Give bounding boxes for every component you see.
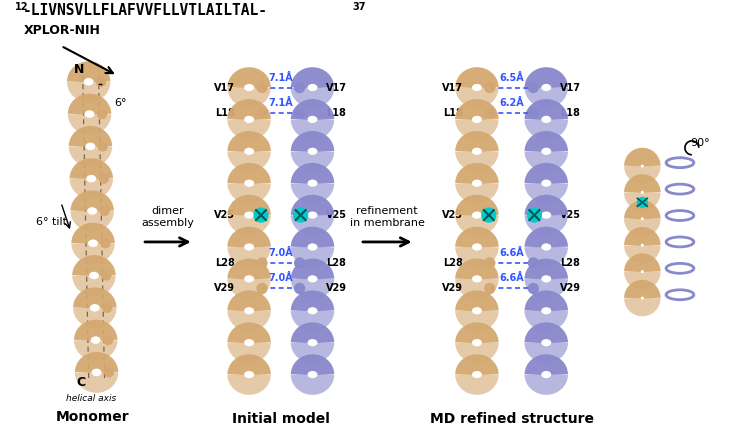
- Text: Initial model: Initial model: [232, 412, 330, 426]
- Circle shape: [529, 258, 538, 268]
- Text: MD refined structure: MD refined structure: [429, 412, 593, 426]
- Text: 12: 12: [15, 2, 29, 12]
- Text: V17: V17: [214, 82, 235, 93]
- Circle shape: [103, 303, 112, 312]
- Circle shape: [482, 208, 496, 222]
- Text: 6°: 6°: [115, 98, 127, 108]
- Circle shape: [295, 258, 304, 268]
- Circle shape: [295, 108, 304, 118]
- Circle shape: [485, 108, 495, 118]
- Circle shape: [254, 208, 268, 222]
- Circle shape: [295, 82, 304, 93]
- Circle shape: [96, 78, 106, 86]
- Text: N: N: [74, 63, 84, 76]
- Text: L28: L28: [326, 258, 346, 268]
- Text: L28: L28: [215, 258, 235, 268]
- Text: 7.1Å: 7.1Å: [269, 73, 293, 82]
- Circle shape: [257, 82, 267, 93]
- Circle shape: [99, 174, 108, 183]
- Circle shape: [485, 258, 495, 268]
- Circle shape: [101, 239, 110, 248]
- Circle shape: [104, 336, 112, 345]
- Circle shape: [257, 284, 267, 293]
- Text: L18: L18: [326, 108, 346, 118]
- Text: 6.6Å: 6.6Å: [499, 273, 524, 284]
- Circle shape: [485, 82, 495, 93]
- Text: V17: V17: [326, 82, 347, 93]
- Text: 7.0Å: 7.0Å: [269, 248, 293, 258]
- Text: Monomer: Monomer: [55, 410, 129, 424]
- Text: 90°: 90°: [690, 138, 710, 148]
- Text: XPLOR-NIH: XPLOR-NIH: [23, 24, 100, 37]
- Text: refinement
in membrane: refinement in membrane: [350, 206, 425, 228]
- Text: V29: V29: [442, 284, 463, 293]
- Circle shape: [100, 206, 109, 215]
- Text: 37: 37: [352, 2, 366, 12]
- Text: L18: L18: [560, 108, 580, 118]
- Circle shape: [102, 271, 111, 280]
- Text: V25: V25: [442, 210, 463, 220]
- Circle shape: [529, 108, 538, 118]
- Text: V25: V25: [214, 210, 235, 220]
- Circle shape: [529, 82, 538, 93]
- Text: dimer
assembly: dimer assembly: [142, 206, 194, 228]
- Circle shape: [529, 284, 538, 293]
- Text: L28: L28: [443, 258, 463, 268]
- Text: V29: V29: [560, 284, 581, 293]
- Text: V29: V29: [326, 284, 347, 293]
- Circle shape: [293, 208, 307, 222]
- Text: 6° tilt: 6° tilt: [36, 217, 66, 227]
- Text: helical axis: helical axis: [66, 394, 116, 404]
- Circle shape: [295, 284, 304, 293]
- Text: V17: V17: [560, 82, 581, 93]
- Text: V25: V25: [326, 210, 347, 220]
- Text: V17: V17: [442, 82, 463, 93]
- Text: 6.2Å: 6.2Å: [499, 98, 524, 108]
- Circle shape: [528, 208, 542, 222]
- Text: V25: V25: [560, 210, 581, 220]
- Text: 7.1Å: 7.1Å: [269, 98, 293, 108]
- Circle shape: [637, 198, 648, 207]
- Text: L18: L18: [443, 108, 463, 118]
- Text: 6.5Å: 6.5Å: [499, 73, 524, 82]
- Circle shape: [104, 368, 113, 377]
- Text: 7.0Å: 7.0Å: [269, 273, 293, 284]
- Circle shape: [485, 284, 495, 293]
- Circle shape: [257, 108, 267, 118]
- Circle shape: [257, 258, 267, 268]
- Circle shape: [98, 109, 107, 119]
- Text: L18: L18: [215, 108, 235, 118]
- Text: L28: L28: [560, 258, 580, 268]
- Text: 6.6Å: 6.6Å: [499, 248, 524, 258]
- Circle shape: [99, 142, 107, 151]
- Text: C: C: [76, 376, 85, 389]
- Text: -LIVNSVLLFLAFVVFLLVTLAILTAL-: -LIVNSVLLFLAFVVFLLVTLAILTAL-: [23, 3, 269, 18]
- Text: V29: V29: [214, 284, 235, 293]
